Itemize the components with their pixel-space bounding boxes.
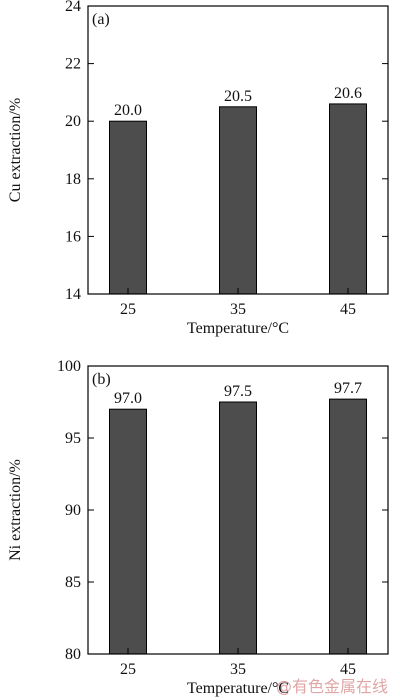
- x-tick-label: 35: [230, 661, 246, 678]
- y-tick-label: 80: [65, 646, 81, 663]
- data-label: 97.5: [224, 383, 252, 400]
- y-tick-label: 100: [57, 358, 81, 375]
- y-tick-label: 85: [65, 574, 81, 591]
- x-axis-label: Temperature/°C: [187, 680, 289, 697]
- y-axis-label: Ni extraction/%: [7, 459, 24, 561]
- x-tick-label: 45: [340, 301, 356, 318]
- y-axis-label: Cu extraction/%: [7, 98, 24, 202]
- data-label: 97.0: [114, 390, 142, 407]
- x-tick-label: 45: [340, 661, 356, 678]
- y-tick-label: 18: [65, 171, 81, 188]
- y-tick-label: 20: [65, 113, 81, 130]
- panel-a: 20.0 20.5 20.6 14 16 18 20 22 24 25 35 45 (a) Tempera…: [7, 0, 389, 337]
- bar: [108, 408, 147, 655]
- y-tick-label: 90: [65, 502, 81, 519]
- data-label: 20.6: [334, 85, 362, 102]
- watermark: @有色金属在线: [276, 677, 388, 696]
- y-tick-label: 22: [65, 56, 81, 73]
- data-label: 20.0: [114, 102, 142, 119]
- panel-b: 97.0 97.5 97.7 80 85 90 95 100 25 35 45 (b) Temperat…: [7, 358, 389, 697]
- x-tick-label: 25: [120, 301, 136, 318]
- x-tick-label: 25: [120, 661, 136, 678]
- bar: [329, 103, 368, 295]
- bar: [219, 401, 257, 655]
- data-label: 97.7: [334, 380, 362, 397]
- x-tick-label: 35: [230, 301, 246, 318]
- data-label: 20.5: [224, 88, 252, 105]
- x-axis-label: Temperature/°C: [187, 320, 289, 337]
- panel-label: (a): [92, 11, 110, 28]
- y-tick-label: 24: [65, 0, 81, 15]
- bar: [108, 120, 147, 295]
- y-tick-label: 16: [65, 228, 81, 245]
- y-tick-label: 14: [65, 286, 81, 303]
- panel-label: (b): [92, 371, 111, 388]
- bar: [329, 398, 368, 655]
- y-tick-label: 95: [65, 430, 81, 447]
- bar: [219, 106, 257, 295]
